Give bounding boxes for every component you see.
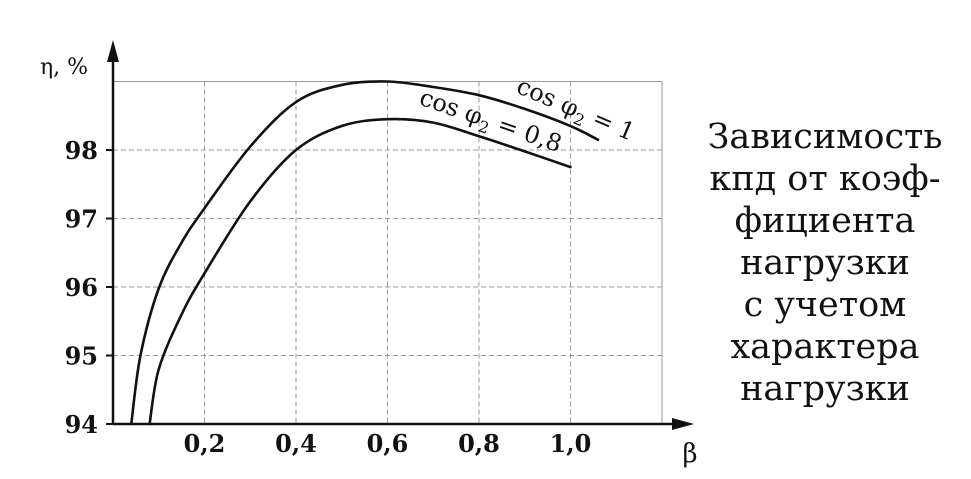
caption-line-4: нагрузки (740, 243, 910, 283)
y-tick-label: 98 (65, 136, 98, 165)
y-tick-label: 96 (65, 273, 98, 302)
tick-labels: η, % β 0,2 0,4 0,6 0,8 1,0 94 95 96 97 98 (40, 55, 698, 469)
caption-line-1: Зависимость (707, 117, 943, 157)
caption-line-7: нагрузки (740, 369, 910, 409)
grid (113, 81, 663, 424)
y-tick-label: 94 (65, 410, 98, 439)
x-tick-label: 0,4 (275, 429, 317, 458)
series (130, 80, 600, 426)
series-label-text: cos φ (513, 72, 583, 123)
caption-line-2: кпд от коэф- (709, 159, 941, 199)
x-tick-label: 0,2 (184, 429, 226, 458)
y-tick-label: 95 (65, 342, 98, 371)
y-tick-label: 97 (65, 205, 98, 234)
series-label-value: = 1 (582, 101, 640, 147)
x-axis-label: β (682, 439, 697, 469)
x-tick-label: 0,6 (367, 429, 409, 458)
figure-caption: Зависимость кпд от коэф- фициента нагруз… (684, 116, 966, 410)
x-tick-label: 0,8 (458, 429, 500, 458)
x-axis-arrow (672, 418, 694, 430)
caption-line-3: фициента (734, 201, 916, 241)
y-axis-arrow (107, 40, 119, 62)
series-line-2 (148, 117, 572, 426)
x-tick-label: 1,0 (550, 429, 592, 458)
caption-line-5: с учетом (743, 285, 907, 325)
axes (106, 40, 694, 430)
caption-line-6: характера (730, 327, 920, 367)
y-axis-label: η, % (40, 55, 88, 80)
series-line-1 (130, 80, 600, 426)
